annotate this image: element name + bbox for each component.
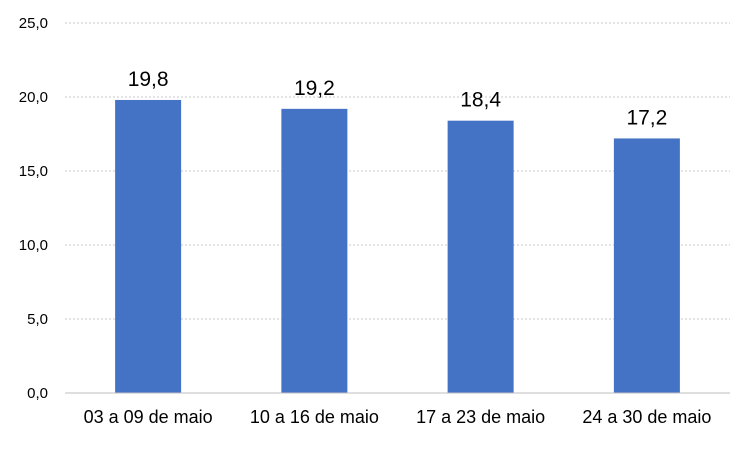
- data-label: 19,8: [128, 68, 169, 91]
- bars: [115, 99, 680, 394]
- x-axis-category-labels: 03 a 09 de maio 10 a 16 de maio 17 a 23 de…: [84, 407, 712, 427]
- y-tick-label: 5,0: [27, 311, 48, 328]
- data-label: 17,2: [626, 106, 667, 129]
- data-label: 18,4: [460, 89, 501, 112]
- x-category-label: 17 a 23 de maio: [416, 407, 545, 427]
- bar: [447, 120, 514, 394]
- data-labels: 19,8 19,2 18,4 17,2: [128, 68, 668, 129]
- y-tick-label: 0,0: [27, 385, 48, 402]
- bar: [281, 108, 348, 393]
- data-label: 19,2: [294, 77, 335, 100]
- bar: [613, 138, 680, 393]
- x-category-label: 24 a 30 de maio: [582, 407, 711, 427]
- y-tick-label: 15,0: [19, 163, 48, 180]
- y-axis-tick-labels: 0,0 5,0 10,0 15,0 20,0 25,0: [19, 15, 48, 402]
- y-tick-label: 10,0: [19, 237, 48, 254]
- y-tick-label: 25,0: [19, 15, 48, 32]
- y-tick-label: 20,0: [19, 89, 48, 106]
- gridlines: [65, 22, 730, 320]
- x-category-label: 03 a 09 de maio: [84, 407, 213, 427]
- x-category-label: 10 a 16 de maio: [250, 407, 379, 427]
- bar: [115, 99, 182, 394]
